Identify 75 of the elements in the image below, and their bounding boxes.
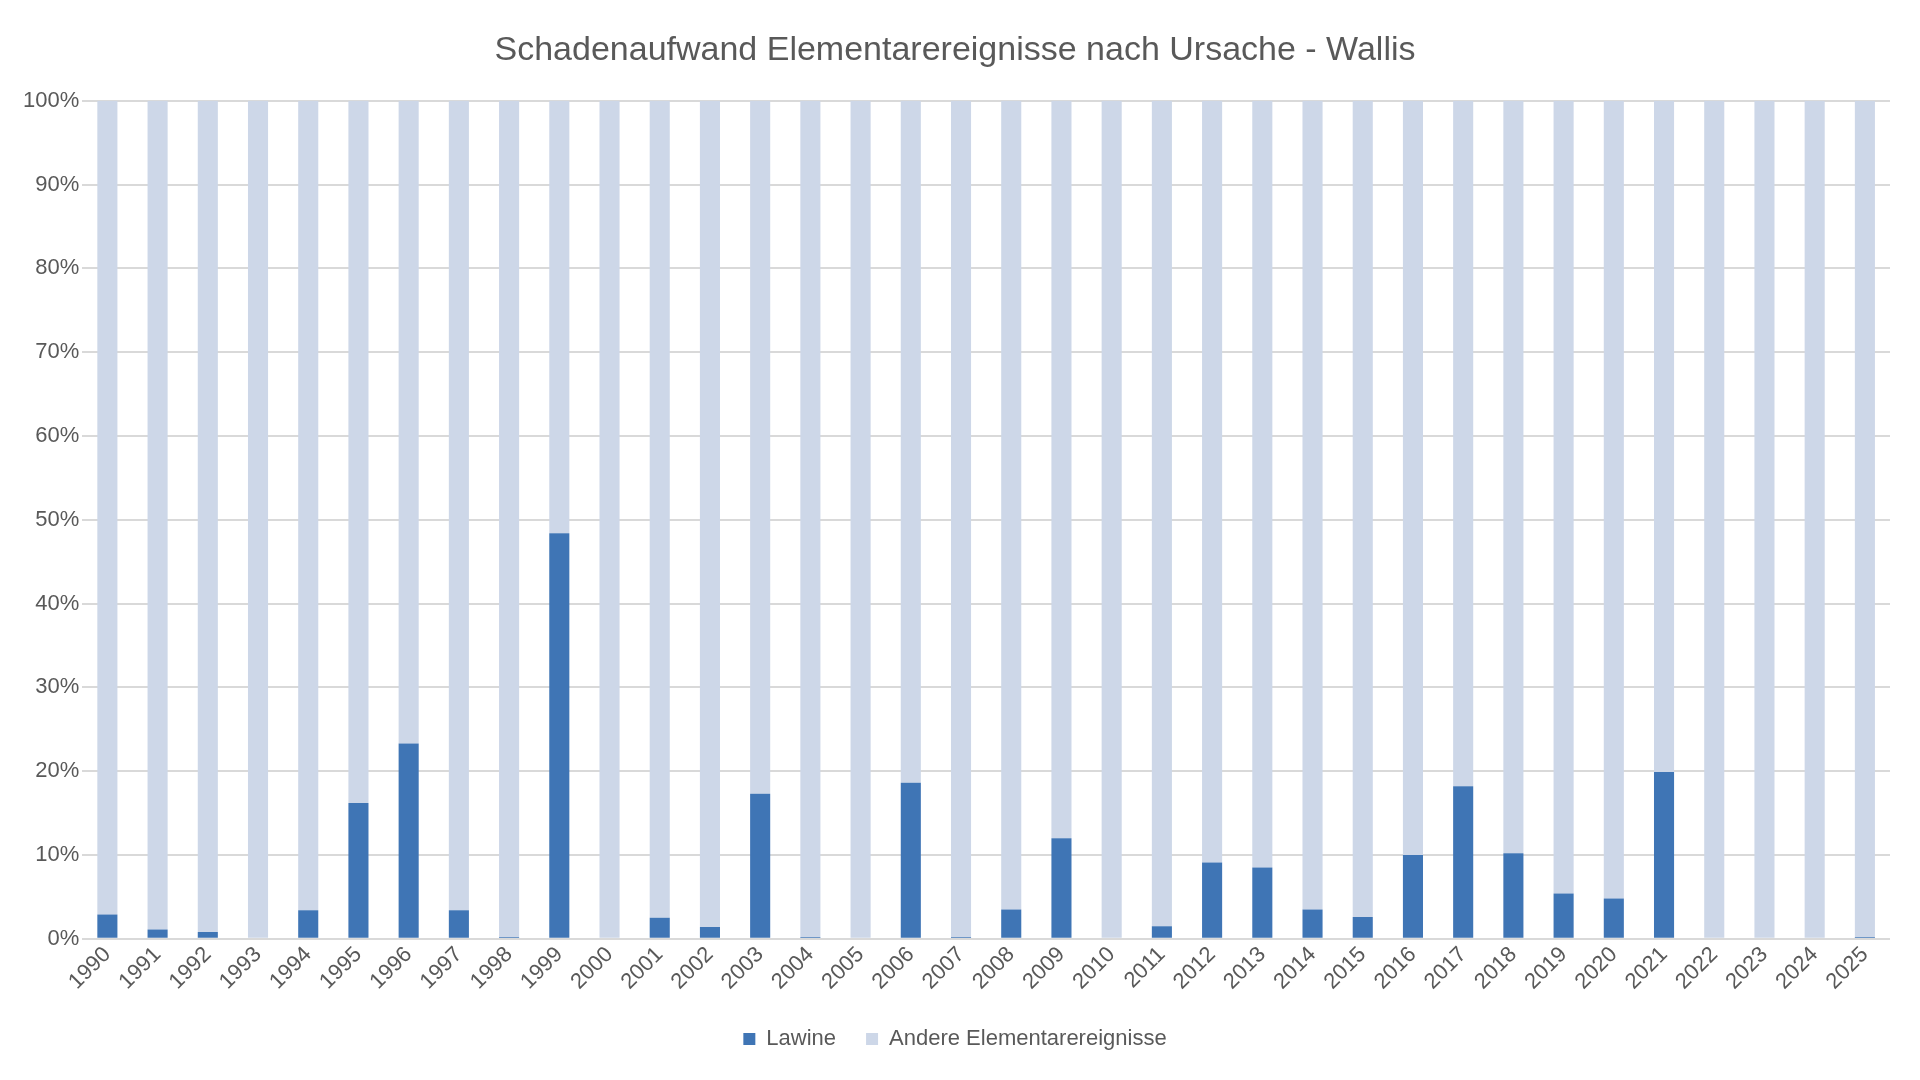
y-tick-label: 90% [35, 170, 80, 196]
bar [147, 929, 168, 938]
bar [298, 910, 319, 938]
y-tick-label: 60% [35, 422, 80, 448]
bar [1503, 100, 1524, 854]
bar [549, 533, 570, 938]
bar [1453, 100, 1474, 787]
bar [97, 914, 118, 938]
bar [1302, 100, 1323, 910]
bar [950, 100, 972, 938]
bar [1603, 898, 1624, 938]
bar [247, 100, 269, 938]
bar [649, 917, 670, 938]
bar [448, 100, 469, 911]
bar [1051, 838, 1072, 938]
bar [1051, 100, 1072, 839]
bar [549, 100, 570, 534]
y-tick-label: 20% [35, 757, 80, 783]
y-tick-label: 10% [35, 841, 80, 866]
bar [599, 100, 620, 938]
bar [1101, 100, 1122, 938]
bar [1001, 100, 1022, 910]
bar [448, 910, 469, 938]
bar [398, 100, 419, 744]
bar [900, 782, 921, 938]
bar [97, 100, 118, 915]
bar [1653, 771, 1675, 938]
legend-label: Lawine [766, 1025, 837, 1051]
bar [1854, 100, 1875, 938]
y-tick-label: 0% [47, 924, 80, 950]
bar [1352, 100, 1373, 917]
bar [1453, 786, 1474, 938]
bar [348, 100, 369, 803]
bar [1202, 100, 1223, 863]
y-tick-label: 50% [35, 505, 80, 531]
bar [1603, 100, 1624, 899]
bar [197, 932, 218, 938]
bar [1001, 909, 1022, 938]
bar [398, 743, 419, 938]
bar [800, 100, 821, 938]
bar [1151, 100, 1172, 927]
bar [850, 100, 871, 938]
bar [1302, 909, 1323, 938]
y-tick-label: 80% [35, 254, 80, 280]
bar [1252, 100, 1273, 868]
bar [1402, 854, 1423, 938]
bar [699, 100, 720, 927]
bar [900, 100, 921, 783]
bar [699, 927, 720, 938]
bar [750, 793, 771, 938]
bar [1754, 100, 1775, 938]
bar [750, 100, 771, 794]
bar [1653, 100, 1675, 772]
y-tick-label: 100% [22, 86, 80, 112]
legend-label: Andere Elementarereignisse [889, 1025, 1167, 1051]
bar [1402, 100, 1423, 855]
bar [348, 802, 369, 938]
bar [1704, 100, 1725, 938]
y-tick-label: 30% [35, 673, 80, 699]
bar [1352, 916, 1373, 938]
bar [147, 100, 168, 930]
bar [1553, 100, 1574, 894]
bar [1553, 893, 1574, 938]
bar [197, 100, 218, 933]
bar [1202, 862, 1223, 938]
bar [298, 100, 319, 911]
bar [499, 100, 520, 938]
y-tick-label: 40% [35, 589, 80, 615]
bar [649, 100, 670, 918]
bar [1151, 926, 1172, 938]
y-tick-label: 70% [35, 338, 80, 364]
bar [1804, 100, 1825, 938]
bar [1503, 853, 1524, 938]
chart-title: Schadenaufwand Elementarereignisse nach Ursache - Wallis [494, 28, 1416, 67]
bar [1252, 867, 1273, 938]
